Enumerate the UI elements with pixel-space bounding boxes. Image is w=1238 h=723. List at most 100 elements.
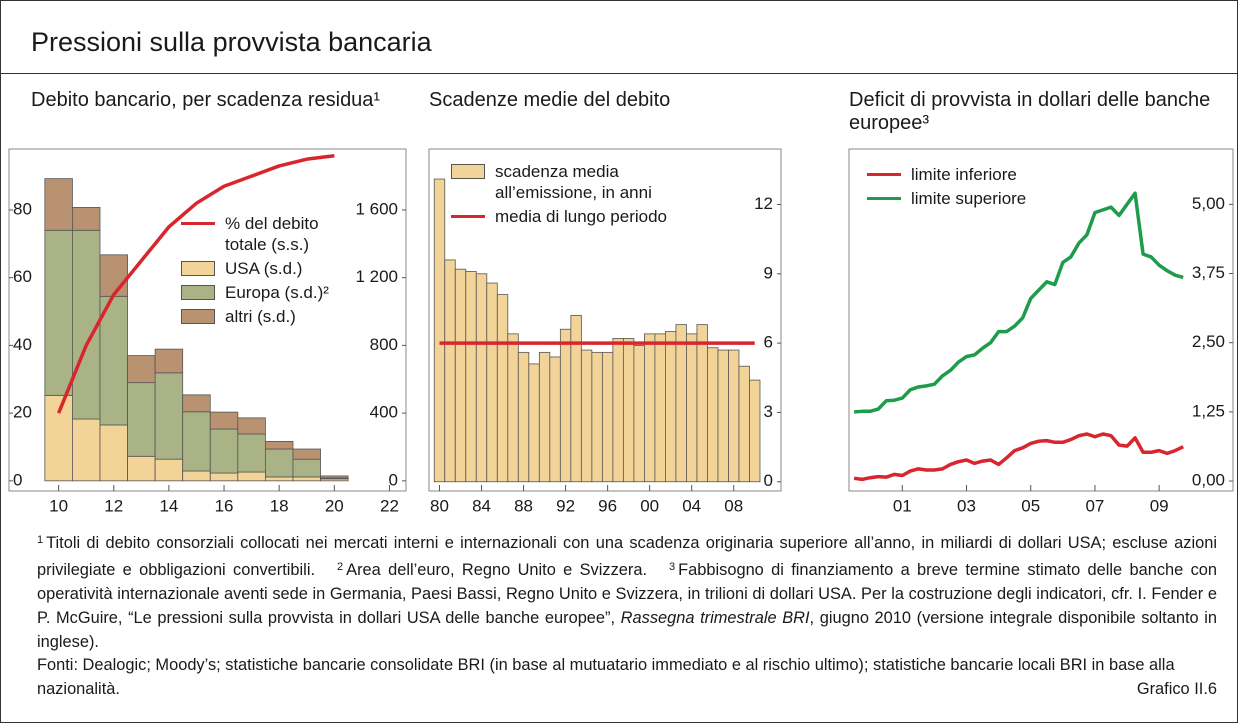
y-tick-label: 0 bbox=[764, 471, 773, 490]
bar bbox=[486, 282, 498, 483]
note-text: , giugno 2010 (versione integrale dispon… bbox=[37, 609, 1217, 651]
bar bbox=[44, 178, 73, 231]
y-tick-label: 3 bbox=[764, 402, 773, 421]
bar bbox=[44, 394, 73, 482]
legend-label: USA (s.d.) bbox=[225, 259, 303, 278]
y-tick-label: 12 bbox=[754, 194, 773, 213]
note-marker: 2 bbox=[337, 561, 344, 573]
legend-label: scadenza media all’emissione, in anni bbox=[495, 162, 652, 202]
bar bbox=[549, 356, 561, 483]
x-tick-label: 12 bbox=[104, 496, 123, 515]
bar bbox=[182, 470, 211, 482]
x-tick-label: 20 bbox=[325, 496, 344, 515]
line-series bbox=[854, 191, 1184, 414]
bar bbox=[264, 476, 294, 482]
bar bbox=[72, 418, 101, 482]
plot-area bbox=[848, 148, 1234, 492]
bar bbox=[665, 331, 677, 483]
x-tick-label: 80 bbox=[430, 496, 449, 515]
line-series bbox=[57, 154, 335, 414]
bar bbox=[182, 411, 211, 472]
bar bbox=[465, 271, 477, 483]
bar bbox=[237, 433, 266, 473]
sources: Fonti: Dealogic; Moody’s; statistiche ba… bbox=[37, 653, 1217, 701]
bar bbox=[707, 347, 719, 483]
legend: % del debito totale (s.s.) USA (s.d.) Euro… bbox=[181, 213, 396, 330]
bar bbox=[622, 338, 635, 483]
legend-label: % del debito totale (s.s.) bbox=[225, 214, 319, 254]
legend-swatch bbox=[181, 222, 215, 225]
legend-label: limite superiore bbox=[911, 189, 1027, 208]
legend-label: Europa (s.d.)² bbox=[225, 283, 329, 302]
bar bbox=[633, 345, 645, 483]
bar bbox=[292, 476, 321, 482]
note-text: Rassegna trimestrale BRI bbox=[620, 609, 810, 627]
x-tick-label: 88 bbox=[514, 496, 533, 515]
bar bbox=[738, 365, 750, 483]
y-tick-label: 1,25 bbox=[1192, 401, 1225, 420]
x-tick-label: 10 bbox=[49, 496, 68, 515]
x-tick-label: 18 bbox=[270, 496, 289, 515]
bar bbox=[507, 333, 519, 483]
y-tick-label: 2,50 bbox=[1192, 332, 1225, 351]
legend-swatch bbox=[181, 285, 215, 300]
x-tick-label: 92 bbox=[556, 496, 575, 515]
x-tick-label: 04 bbox=[682, 496, 701, 515]
y-tick-label: 80 bbox=[13, 199, 32, 218]
bar bbox=[209, 472, 239, 482]
chart-title: Debito bancario, per scadenza residua¹ bbox=[31, 89, 381, 111]
bar bbox=[237, 417, 266, 435]
bar bbox=[717, 349, 729, 483]
y-tick-label: 6 bbox=[764, 333, 773, 352]
bar bbox=[612, 338, 624, 483]
bar bbox=[654, 333, 666, 483]
bar bbox=[728, 349, 740, 483]
legend-swatch bbox=[181, 309, 215, 324]
x-tick-label: 08 bbox=[724, 496, 743, 515]
bar bbox=[237, 471, 266, 482]
bar bbox=[686, 333, 698, 483]
y2-tick-label: 1 200 bbox=[355, 267, 398, 286]
note-marker: 1 bbox=[37, 534, 44, 546]
legend-label: limite inferiore bbox=[911, 165, 1017, 184]
bar bbox=[444, 259, 456, 483]
bar bbox=[99, 254, 128, 297]
legend-item: % del debito totale (s.s.) bbox=[181, 213, 396, 255]
x-tick-label: 05 bbox=[1021, 496, 1040, 515]
y-tick-label: 0,00 bbox=[1192, 471, 1225, 490]
legend-item: Europa (s.d.)² bbox=[181, 282, 396, 303]
bar bbox=[99, 424, 128, 482]
y-tick-label: 9 bbox=[764, 263, 773, 282]
plot: 0 3 6 9 12 80 84 88 92 96 00 04 08 bbox=[428, 148, 782, 515]
bar bbox=[209, 428, 239, 474]
legend-item: limite inferiore bbox=[867, 164, 1167, 185]
bar bbox=[72, 229, 101, 420]
bar bbox=[182, 394, 211, 413]
legend-swatch bbox=[867, 197, 901, 200]
y-tick-label: 0 bbox=[13, 470, 22, 489]
bar bbox=[517, 351, 530, 483]
x-tick-label: 01 bbox=[893, 496, 912, 515]
bar bbox=[528, 363, 540, 483]
y-tick-label: 60 bbox=[13, 267, 32, 286]
bar bbox=[264, 448, 294, 478]
x-tick-label: 16 bbox=[215, 496, 234, 515]
bar bbox=[454, 268, 467, 483]
bar bbox=[99, 295, 128, 426]
legend: scadenza media all’emissione, in anni med… bbox=[451, 161, 751, 230]
y-tick-label: 20 bbox=[13, 403, 32, 422]
legend-item: altri (s.d.) bbox=[181, 306, 396, 327]
footnotes: 1 Titoli di debito consorziali collocati … bbox=[37, 528, 1217, 654]
sources-text: Fonti: Dealogic; Moody’s; statistiche ba… bbox=[37, 656, 1175, 698]
separator bbox=[1, 73, 1237, 74]
y-tick-label: 3,75 bbox=[1192, 263, 1225, 282]
y-tick-label: 40 bbox=[13, 335, 32, 354]
chart-title: Deficit di provvista in dollari delle ba… bbox=[849, 89, 1211, 134]
x-tick-label: 22 bbox=[380, 496, 399, 515]
bar bbox=[209, 411, 239, 430]
bar bbox=[475, 273, 488, 483]
legend-item: media di lungo periodo bbox=[451, 206, 751, 227]
